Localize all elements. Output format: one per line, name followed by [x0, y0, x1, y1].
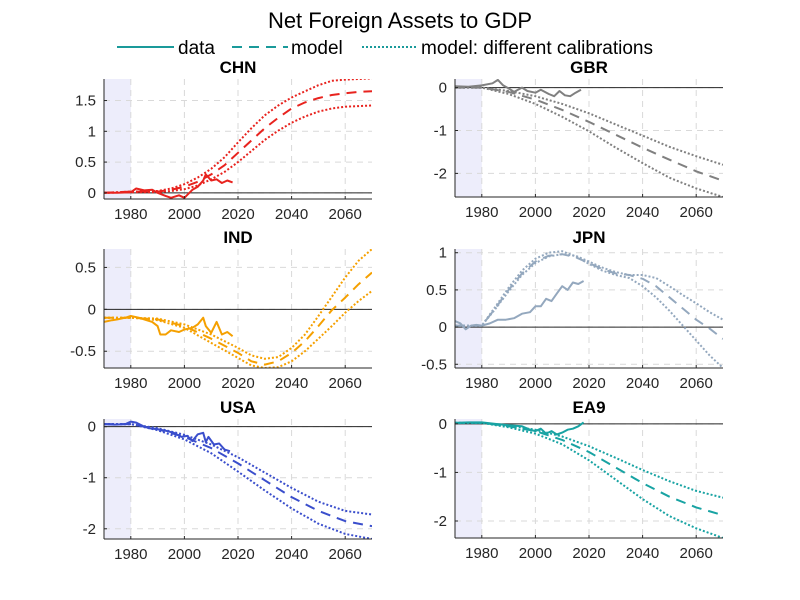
x-tick-label: 1980: [465, 204, 498, 221]
x-tick-label: 2020: [221, 206, 254, 223]
shaded-region-chn: [104, 79, 131, 199]
jpn-series-dotted-2: [455, 253, 723, 327]
legend: data model model: different calibrations: [117, 38, 653, 59]
y-tick-label: 0: [88, 185, 96, 202]
ea9-series-dashed-1: [455, 421, 723, 517]
panel-jpn: 1980 2000 2020 2040 2060 -0.5 0 0.5 1 JPN: [421, 228, 723, 392]
x-tick-label: 1980: [465, 545, 498, 562]
shaded-region-jpn: [455, 249, 482, 368]
chn-series-solid-0: [104, 173, 233, 199]
x-tick-label: 2040: [275, 206, 308, 223]
y-tick-label: -2: [434, 513, 447, 530]
ea9-series-dotted-3: [455, 421, 723, 538]
y-tick-label: 0: [439, 319, 447, 336]
y-tick-label: 1.5: [75, 93, 96, 110]
x-tick-label: 2040: [626, 545, 659, 562]
y-tick-label: 0: [88, 301, 96, 318]
y-tick-label: -2: [83, 521, 96, 538]
panel-usa: 1980 2000 2020 2040 2060 -2 -1 0 USA: [83, 398, 372, 563]
gbr-series-dotted-2: [455, 86, 723, 166]
figure-title: Net Foreign Assets to GDP: [268, 8, 532, 33]
gbr-series-solid-0: [455, 79, 582, 98]
x-tick-label: 2000: [168, 375, 201, 392]
usa-series-dotted-3: [104, 423, 372, 539]
chn-series-dotted-2: [104, 79, 372, 194]
panel-title-ind: IND: [223, 228, 252, 247]
x-tick-label: 2020: [572, 545, 605, 562]
x-tick-label: 2020: [572, 204, 605, 221]
panel-title-usa: USA: [220, 398, 256, 417]
y-tick-label: -1: [434, 464, 447, 481]
x-tick-label: 2020: [221, 546, 254, 563]
panel-title-ea9: EA9: [572, 398, 605, 417]
x-tick-label: 2060: [680, 204, 713, 221]
y-tick-label: -2: [434, 165, 447, 182]
y-tick-label: 1: [88, 123, 96, 140]
x-tick-label: 2000: [519, 545, 552, 562]
panel-ea9: 1980 2000 2020 2040 2060 -2 -1 0 EA9: [434, 398, 723, 562]
y-tick-label: -0.5: [70, 343, 96, 360]
x-tick-label: 2060: [680, 375, 713, 392]
x-tick-label: 2040: [626, 204, 659, 221]
jpn-series-dotted-3: [455, 250, 723, 368]
usa-series-dashed-1: [104, 423, 372, 528]
legend-label-model: model: [291, 38, 343, 59]
x-tick-label: 2060: [680, 545, 713, 562]
panel-title-gbr: GBR: [570, 58, 608, 77]
y-tick-label: -1: [83, 470, 96, 487]
x-tick-label: 1980: [114, 206, 147, 223]
panel-ind: 1980 2000 2020 2040 2060 -0.5 0 0.5 IND: [70, 228, 372, 392]
x-tick-label: 2040: [626, 375, 659, 392]
legend-label-data: data: [178, 38, 215, 59]
shaded-region-ind: [104, 249, 131, 368]
y-tick-label: 0.5: [75, 154, 96, 171]
x-tick-label: 2020: [221, 375, 254, 392]
x-tick-label: 2000: [519, 375, 552, 392]
x-tick-label: 2060: [329, 375, 362, 392]
x-tick-label: 2060: [329, 206, 362, 223]
panel-chn: 1980 2000 2020 2040 2060 0 0.5 1 1.5 CHN: [75, 58, 372, 223]
shaded-region-gbr: [455, 79, 482, 197]
shaded-region-usa: [104, 419, 131, 539]
panel-title-jpn: JPN: [572, 228, 605, 247]
y-tick-label: 0.5: [426, 282, 447, 299]
x-tick-label: 1980: [114, 546, 147, 563]
x-tick-label: 1980: [114, 375, 147, 392]
usa-series-dotted-2: [104, 423, 372, 516]
y-tick-label: 0: [439, 416, 447, 433]
gbr-series-dotted-3: [455, 86, 723, 197]
y-tick-label: -0.5: [421, 356, 447, 373]
x-tick-label: 1980: [465, 375, 498, 392]
shaded-region-ea9: [455, 419, 482, 538]
x-tick-label: 2020: [572, 375, 605, 392]
jpn-series-dashed-1: [455, 253, 723, 340]
x-tick-label: 2040: [275, 375, 308, 392]
ind-series-solid-0: [104, 315, 234, 337]
chn-series-dashed-1: [104, 90, 372, 194]
panels: 1980 2000 2020 2040 2060 0 0.5 1 1.5 CHN 1980 2000 2…: [70, 58, 723, 563]
x-tick-label: 2000: [519, 204, 552, 221]
y-tick-label: 0: [439, 80, 447, 97]
panel-gbr: 1980 2000 2020 2040 2060 -2 -1 0 GBR: [434, 58, 723, 221]
y-tick-label: 0: [88, 419, 96, 436]
usa-series-solid-0: [104, 420, 231, 453]
x-tick-label: 2000: [168, 206, 201, 223]
y-tick-label: 1: [439, 245, 447, 262]
ind-series-dashed-1: [104, 271, 372, 366]
x-tick-label: 2040: [275, 546, 308, 563]
y-tick-label: 0.5: [75, 259, 96, 276]
y-tick-label: -1: [434, 122, 447, 139]
x-tick-label: 2000: [168, 546, 201, 563]
panel-title-chn: CHN: [220, 58, 257, 77]
x-tick-label: 2060: [329, 546, 362, 563]
legend-label-calibrations: model: different calibrations: [421, 38, 653, 59]
gbr-series-dashed-1: [455, 86, 723, 182]
